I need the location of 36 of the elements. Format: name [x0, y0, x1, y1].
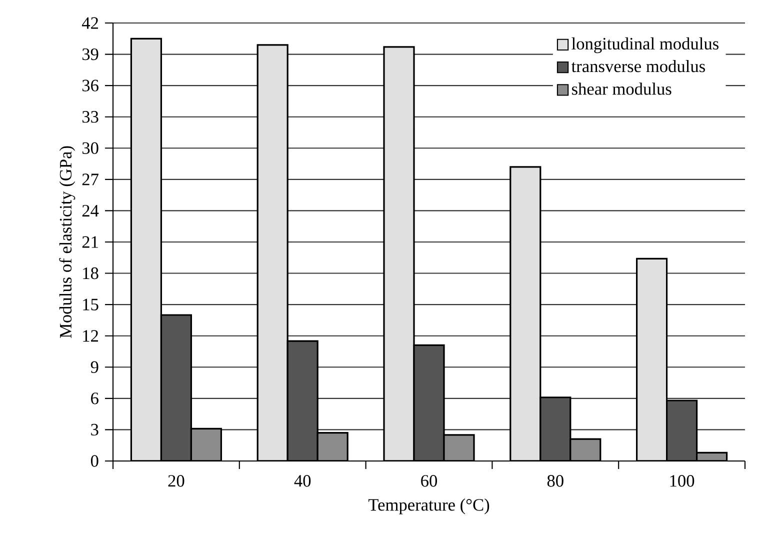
y-tick-label: 0	[90, 455, 98, 467]
y-tick-label: 3	[91, 424, 98, 436]
x-axis-title: Temperature (°C)	[368, 498, 490, 514]
y-tick-label: 18	[83, 267, 98, 280]
y-tick-label: 6	[91, 392, 98, 404]
y-tick-label: 21	[82, 236, 98, 248]
bar	[286, 340, 318, 461]
y-tick-label: 36	[82, 80, 98, 92]
bar	[190, 428, 222, 461]
bar	[413, 344, 445, 461]
y-tick-label: 12	[83, 330, 98, 342]
y-tick-label: 24	[82, 204, 99, 216]
y-tick-label: 27	[82, 174, 98, 186]
y-tick-label: 39	[82, 48, 98, 60]
x-tick-label: 40	[294, 475, 311, 487]
bar	[130, 38, 162, 461]
bar	[160, 314, 192, 461]
x-tick-label: 60	[421, 475, 438, 487]
legend-label: transverse modulus	[571, 60, 705, 72]
bar	[540, 396, 572, 461]
x-tick-label: 20	[168, 475, 184, 487]
x-tick-label: 80	[547, 475, 564, 487]
x-tick-label: 100	[670, 475, 694, 487]
y-tick-label: 9	[90, 361, 98, 373]
bar	[383, 46, 415, 461]
y-tick-label: 33	[82, 111, 98, 123]
bar	[666, 400, 698, 461]
bar	[256, 44, 288, 461]
y-axis-title: Modulus of elasticity (GPa)	[59, 146, 76, 338]
y-tick-label: 15	[83, 298, 98, 310]
bar	[636, 258, 668, 461]
legend-label: shear modulus	[572, 82, 672, 95]
y-tick-label: 42	[82, 17, 98, 29]
legend-label: longitudinal modulus	[572, 37, 718, 54]
y-tick-label: 30	[82, 142, 98, 154]
bar	[510, 166, 542, 461]
